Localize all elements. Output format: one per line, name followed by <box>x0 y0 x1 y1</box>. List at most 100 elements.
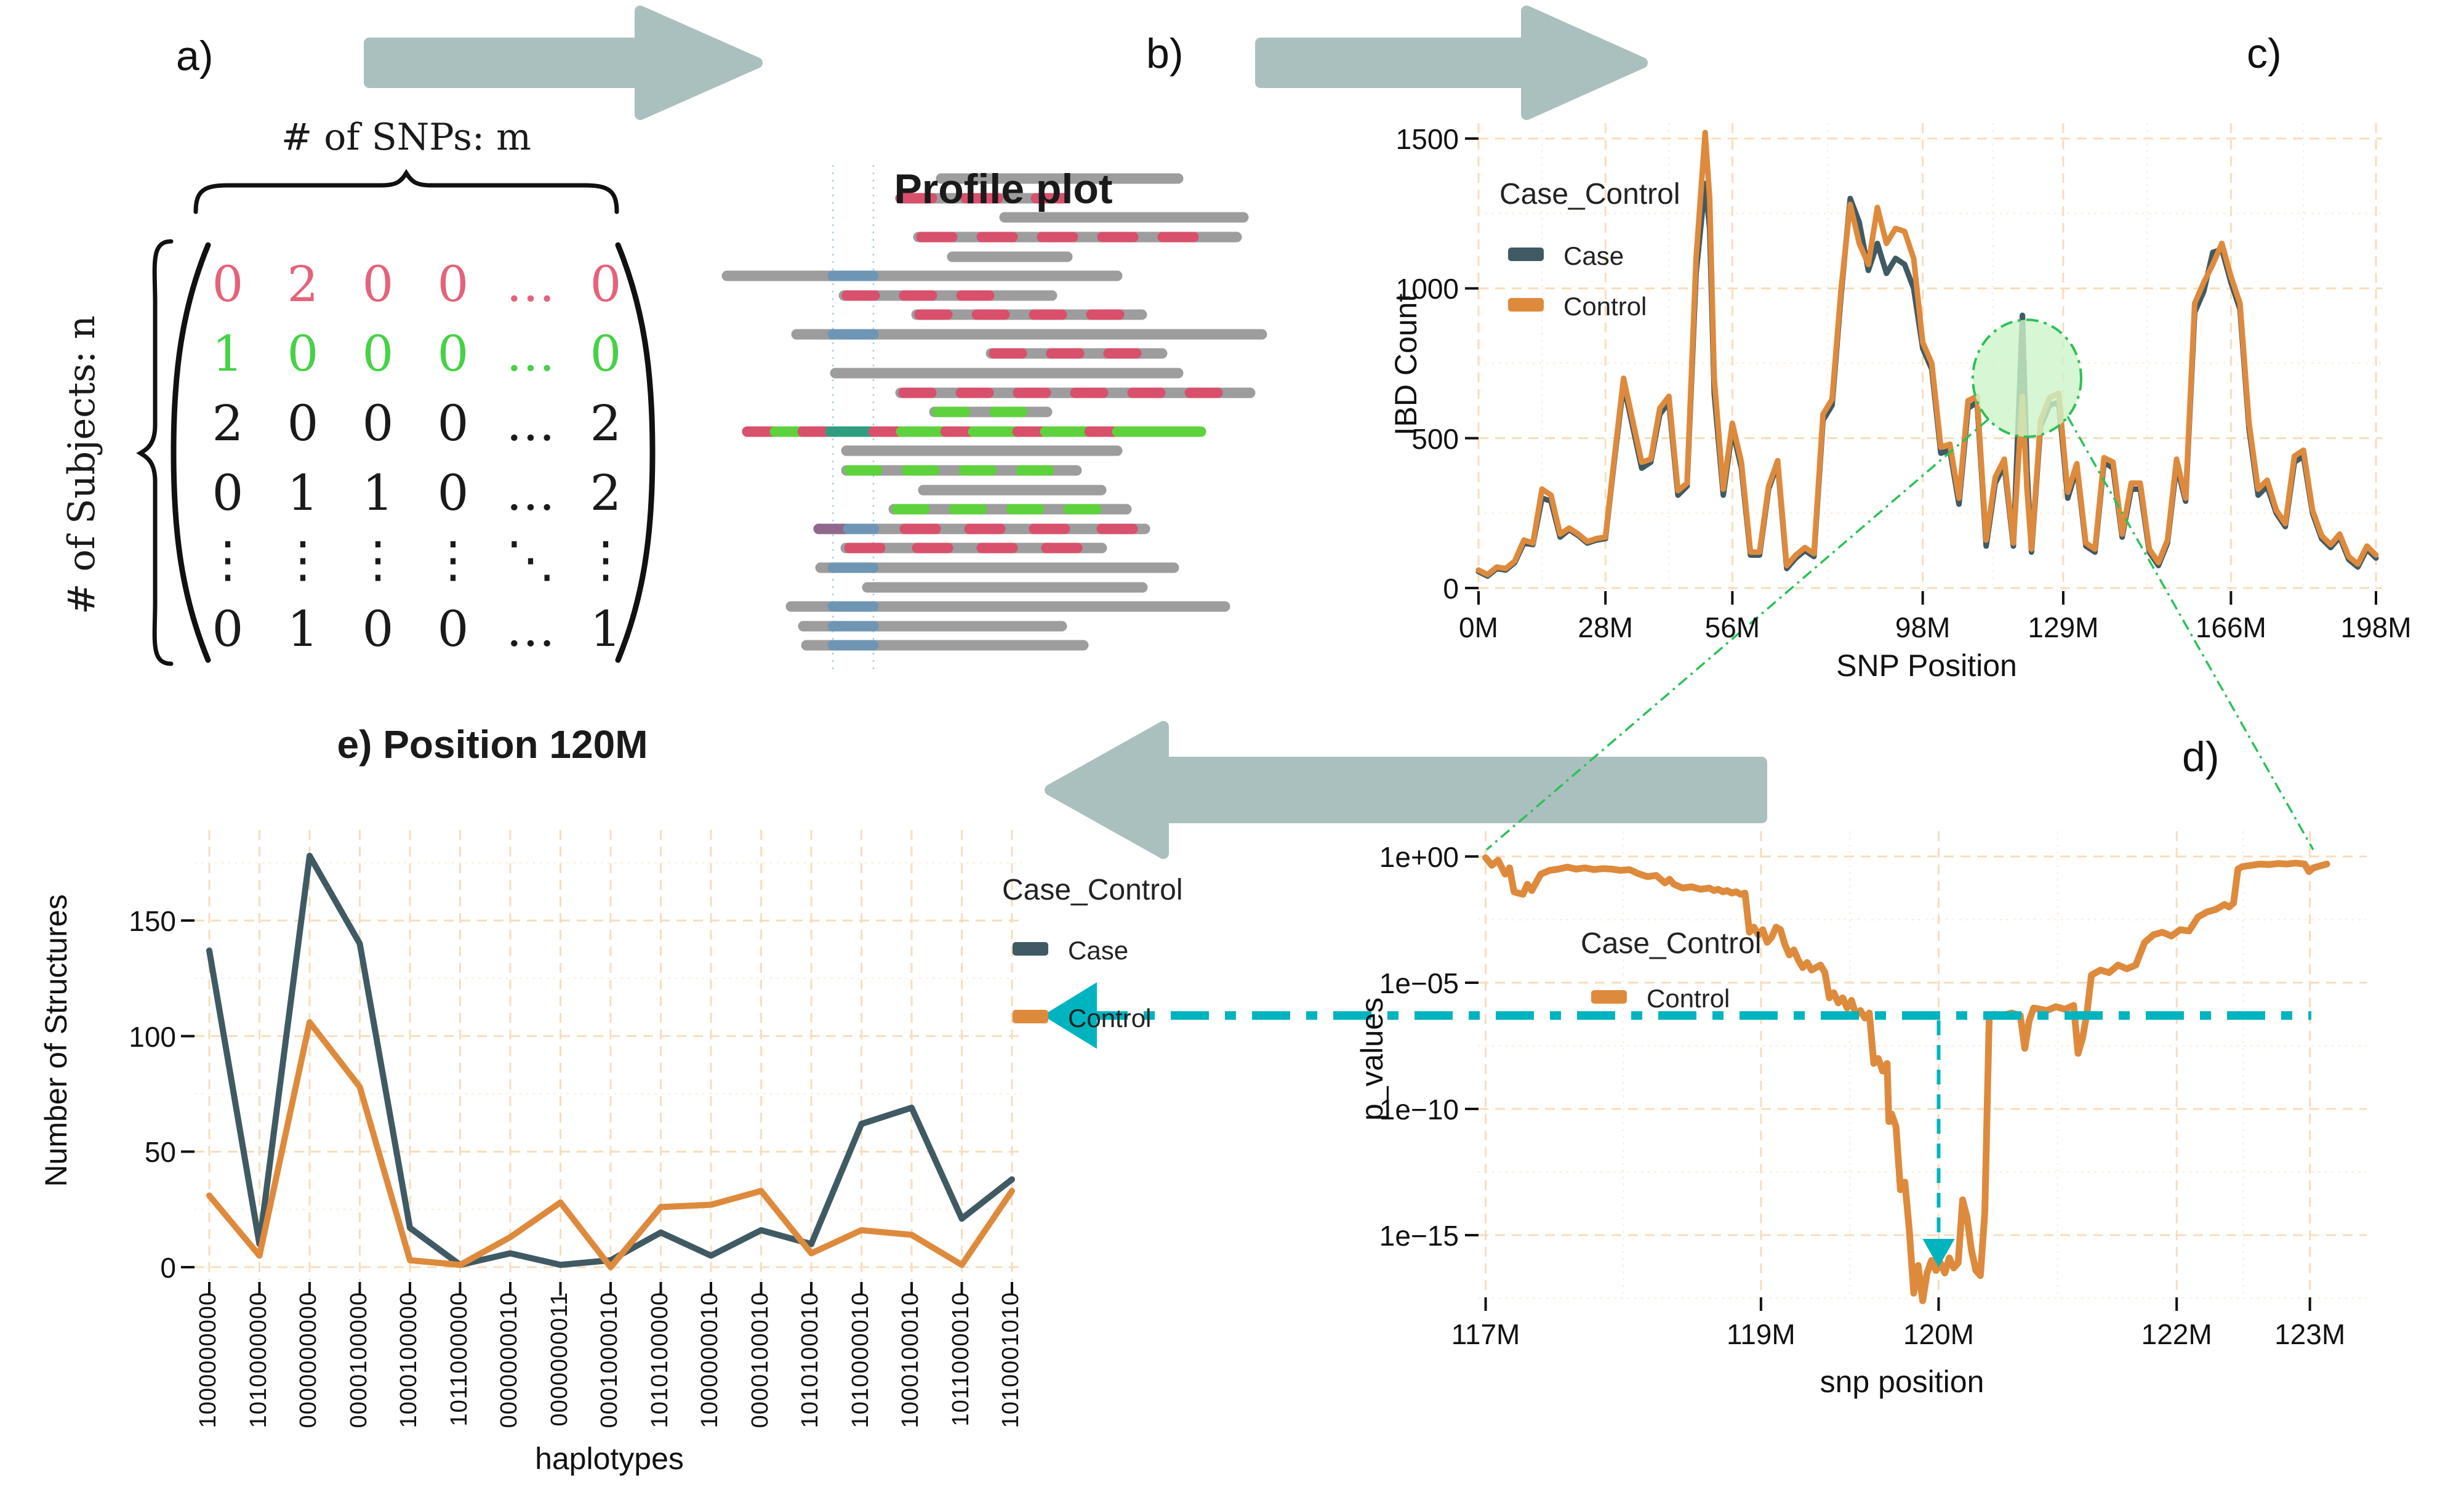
d-series-control <box>1482 854 2330 1305</box>
e-legend-case-swatch <box>1013 942 1048 956</box>
e-xtick-label-haplotype: 1000000000 <box>195 1292 221 1429</box>
matrix-cell-r4c2: 1 <box>287 464 319 522</box>
e-xtick-label-haplotype: 1010000000 <box>245 1292 271 1429</box>
matrix-cell-r5c4: ⋮ <box>428 531 478 588</box>
e-xtick-label-haplotype: 1010001010 <box>998 1292 1024 1429</box>
c-xtick-label: 56M <box>1704 611 1760 643</box>
e-xtick-label-haplotype: 0000000000 <box>295 1292 321 1429</box>
d-xtick-label: 119M <box>1727 1318 1796 1350</box>
matrix-cell-r6c4: 0 <box>437 600 469 658</box>
matrix-cell-r6c5: … <box>506 600 555 658</box>
matrix-cell-r2c5: … <box>506 325 555 382</box>
matrix-cell-r1c3: 0 <box>362 256 394 313</box>
d-xtick-label: 122M <box>2141 1318 2212 1350</box>
snps-overbrace-icon <box>193 169 619 214</box>
c-highlight-circle <box>1972 318 2082 438</box>
matrix-cell-r2c6: 0 <box>590 325 622 382</box>
matrix-paren-left-icon <box>171 242 211 663</box>
e-xtick-label-haplotype: 1010100010 <box>797 1292 823 1429</box>
matrix-cell-r3c5: … <box>506 395 555 452</box>
e-xtick-label-haplotype: 1011000000 <box>446 1292 472 1427</box>
panel-c-label: c) <box>2247 30 2282 77</box>
matrix-cell-r1c4: 0 <box>437 256 469 313</box>
e-xtick-label-haplotype: 1000100000 <box>396 1292 422 1429</box>
matrix-cell-r4c5: … <box>506 464 555 522</box>
matrix-cell-r6c3: 0 <box>362 600 394 658</box>
d-yaxis-title: p_values <box>1355 997 1389 1121</box>
zoom-connector-right-icon <box>2066 416 2314 850</box>
matrix-cell-r4c6: 2 <box>590 464 622 522</box>
matrix-paren-right-icon <box>615 242 656 663</box>
d-legend-control-label: Control <box>1647 984 1730 1013</box>
c-ytick-label: 500 <box>1411 422 1459 455</box>
e-xaxis-title: haplotypes <box>535 1441 684 1476</box>
arrow-b-to-c-icon <box>1255 6 1648 120</box>
matrix-cell-r6c1: 0 <box>212 600 244 658</box>
e-legend-case-label: Case <box>1068 936 1129 965</box>
profile-plot-title: Profile plot <box>894 166 1113 212</box>
d-ytick-label: 1e−05 <box>1379 967 1459 999</box>
d-xtick-label: 117M <box>1451 1318 1520 1350</box>
e-ytick-label: 50 <box>144 1136 176 1169</box>
matrix-cell-r5c3: ⋮ <box>353 531 403 588</box>
matrix-cell-r3c1: 2 <box>212 395 244 452</box>
e-xtick-label-haplotype: 0000000010 <box>496 1292 522 1429</box>
e-xtick-label-haplotype: 0000100010 <box>747 1292 773 1429</box>
matrix-cell-r4c1: 0 <box>212 464 244 522</box>
panel-b-label: b) <box>1146 30 1184 77</box>
c-xtick-label: 28M <box>1578 611 1633 643</box>
c-ytick-label: 1500 <box>1395 123 1459 155</box>
e-xtick-label-haplotype: 1000100010 <box>897 1292 923 1429</box>
e-xtick-label-haplotype: 1010000010 <box>847 1292 873 1429</box>
d-ytick-label: 1e−15 <box>1379 1220 1459 1252</box>
e-series-case <box>206 852 1015 1268</box>
d-ytick-label: 1e−10 <box>1379 1094 1459 1126</box>
matrix-cell-r1c6: 0 <box>590 256 622 313</box>
c-xtick-label: 98M <box>1895 611 1951 643</box>
d-ytick-label: 1e+00 <box>1379 841 1459 873</box>
e-ytick-label: 100 <box>129 1020 176 1053</box>
e-xtick-label-haplotype: 0001000010 <box>596 1292 622 1429</box>
d-legend-control-swatch <box>1591 990 1627 1004</box>
matrix-cell-r2c4: 0 <box>437 325 469 382</box>
d-xtick-label: 123M <box>2274 1318 2346 1350</box>
e-xtick-label-haplotype: 1010100000 <box>646 1292 673 1429</box>
panel-a-label: a) <box>176 33 214 79</box>
matrix-cell-r1c1: 0 <box>212 256 244 313</box>
threshold-arrowhead-left-icon <box>1043 982 1097 1049</box>
subjects-brace-icon <box>136 239 174 666</box>
d-xaxis-title: snp position <box>1820 1364 1984 1399</box>
matrix-col-header: # of SNPs: m <box>281 116 532 159</box>
d-xtick-label: 120M <box>1903 1318 1974 1350</box>
matrix-cell-r4c4: 0 <box>437 464 469 522</box>
position-120M-arrowhead-icon <box>1922 1239 1955 1267</box>
matrix-cell-r3c3: 0 <box>362 395 394 452</box>
e-legend-title: Case_Control <box>1002 874 1183 906</box>
matrix-cell-r5c1: ⋮ <box>203 531 252 588</box>
e-xtick-label-haplotype: 1011000010 <box>947 1292 974 1427</box>
e-legend-control-swatch <box>1013 1010 1048 1023</box>
matrix-cell-r4c3: 1 <box>362 464 394 522</box>
matrix-cell-r6c6: 1 <box>590 600 622 658</box>
c-ytick-label: 0 <box>1443 573 1459 605</box>
c-ytick-label: 1000 <box>1395 273 1459 305</box>
c-xtick-label: 198M <box>2340 611 2412 643</box>
c-legend-case-swatch <box>1508 248 1544 261</box>
matrix-cell-r1c5: … <box>506 256 555 313</box>
c-xtick-label: 0M <box>1459 611 1498 643</box>
arrow-d-to-e-icon <box>1045 721 1767 859</box>
matrix-cell-r1c2: 2 <box>287 256 319 313</box>
c-series-control <box>1475 129 2379 578</box>
matrix-cell-r2c2: 0 <box>287 325 319 382</box>
matrix-cell-r3c6: 2 <box>590 395 622 452</box>
c-xtick-label: 166M <box>2195 611 2266 643</box>
e-xtick-label-haplotype: 0000100000 <box>345 1292 372 1429</box>
e-ytick-label: 0 <box>160 1252 176 1284</box>
zoom-connector-left-icon <box>1485 418 1990 851</box>
e-ytick-label: 150 <box>129 905 176 938</box>
matrix-row-header: # of Subjects: n <box>60 315 103 615</box>
c-xtick-label: 129M <box>2028 611 2099 643</box>
c-xaxis-title: SNP Position <box>1836 648 2017 683</box>
panel-e-title: e) Position 120M <box>337 722 648 767</box>
